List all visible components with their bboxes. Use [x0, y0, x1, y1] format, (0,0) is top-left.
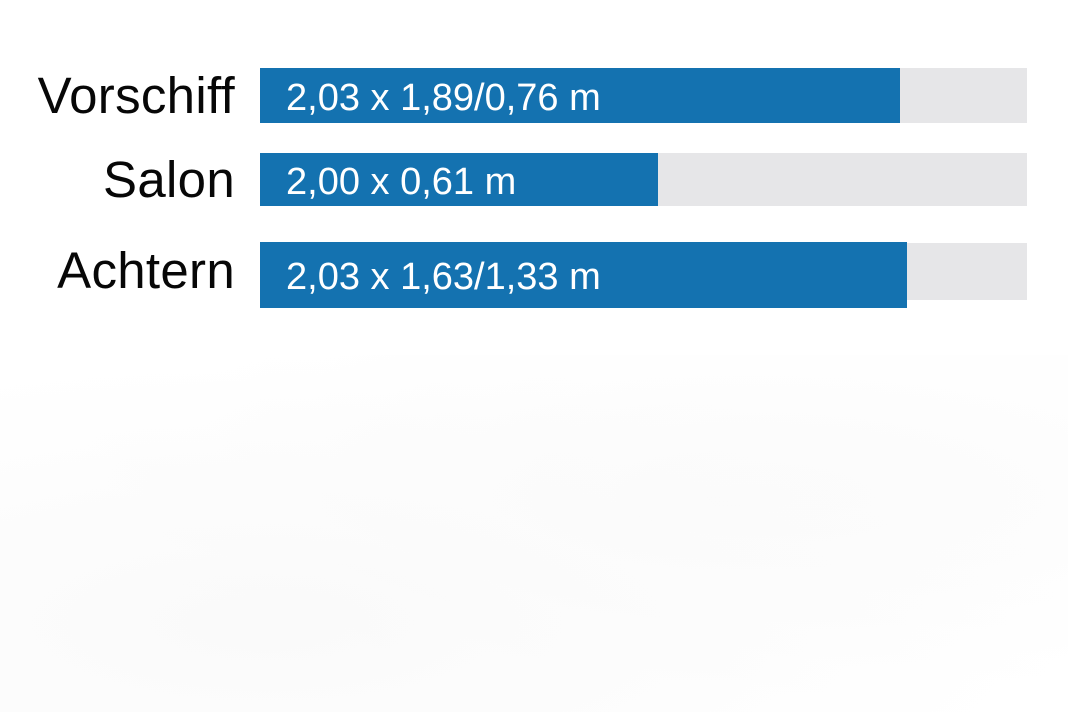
chart-row-achtern: Achtern 2,03 x 1,63/1,33 m	[0, 242, 1068, 308]
bar-vorschiff: 2,03 x 1,89/0,76 m	[260, 68, 900, 123]
chart-row-vorschiff: Vorschiff 2,03 x 1,89/0,76 m	[0, 67, 1068, 124]
category-label-salon: Salon	[103, 151, 235, 208]
chart-row-salon: Salon 2,00 x 0,61 m	[0, 151, 1068, 208]
bar-value-label: 2,03 x 1,63/1,33 m	[286, 256, 601, 298]
category-label-achtern: Achtern	[57, 242, 235, 299]
background-wash	[0, 355, 1068, 712]
bar-achtern: 2,03 x 1,63/1,33 m	[260, 242, 907, 308]
bar-value-label: 2,03 x 1,89/0,76 m	[286, 76, 601, 119]
category-label-vorschiff: Vorschiff	[37, 67, 235, 124]
bar-salon: 2,00 x 0,61 m	[260, 153, 658, 206]
bar-value-label: 2,00 x 0,61 m	[286, 160, 517, 203]
